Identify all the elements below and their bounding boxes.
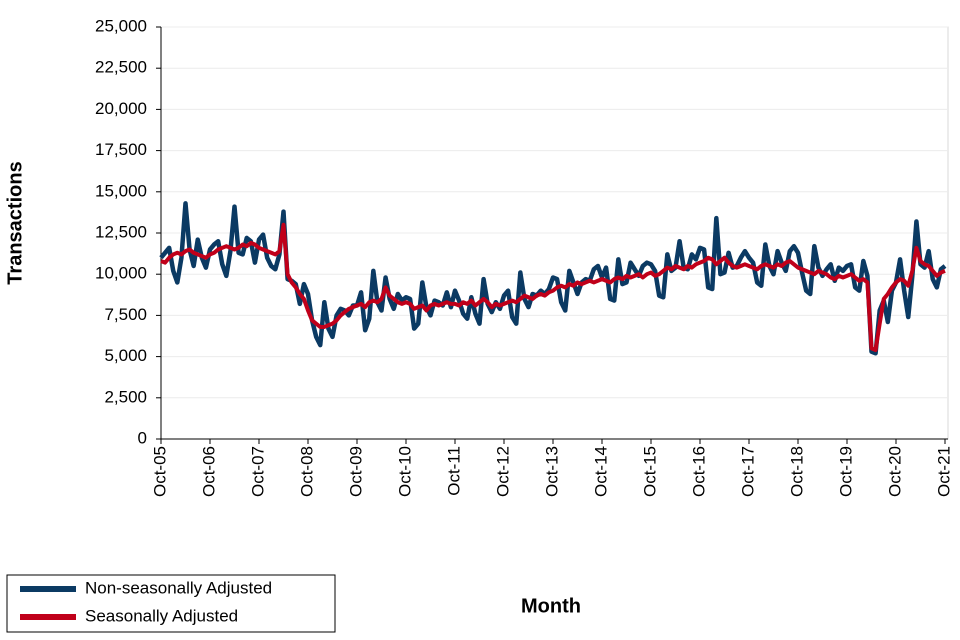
legend-label: Seasonally Adjusted: [85, 606, 238, 625]
legend-label: Non-seasonally Adjusted: [85, 578, 272, 597]
series-line: [159, 201, 947, 356]
x-tick-label: Oct-13: [542, 446, 561, 497]
y-tick-label: 2,500: [104, 387, 147, 406]
x-tick-label: Oct-14: [591, 446, 610, 497]
y-tick-label: 7,500: [104, 305, 147, 324]
x-tick-label: Oct-09: [346, 446, 365, 497]
x-tick-label: Oct-15: [640, 446, 659, 497]
y-tick-label: 10,000: [95, 264, 147, 283]
x-tick-label: Oct-07: [248, 446, 267, 497]
x-tick-label: Oct-19: [836, 446, 855, 497]
y-tick-label: 5,000: [104, 346, 147, 365]
x-tick-label: Oct-17: [738, 446, 757, 497]
y-tick-label: 0: [138, 428, 147, 447]
x-tick-label: Oct-12: [493, 446, 512, 497]
x-tick-label: Oct-21: [934, 446, 953, 497]
y-tick-label: 17,500: [95, 140, 147, 159]
x-tick-label: Oct-16: [689, 446, 708, 497]
legend-box: [6, 574, 336, 633]
x-axis-title: Month: [521, 595, 581, 617]
x-tick-label: Oct-06: [199, 446, 218, 497]
x-tick-label: Oct-10: [395, 446, 414, 497]
y-axis-title: Transactions: [4, 161, 26, 284]
y-tick-label: 25,000: [95, 16, 147, 35]
y-tick-label: 15,000: [95, 181, 147, 200]
series-line: [160, 222, 946, 353]
x-tick-label: Oct-18: [787, 446, 806, 497]
y-tick-label: 20,000: [95, 99, 147, 118]
x-tick-label: Oct-08: [297, 446, 316, 497]
x-tick-label: Oct-05: [150, 446, 169, 497]
x-tick-label: Oct-20: [885, 446, 904, 497]
y-tick-label: 22,500: [95, 58, 147, 77]
y-tick-label: 12,500: [95, 222, 147, 241]
x-tick-label: Oct-11: [444, 446, 463, 496]
